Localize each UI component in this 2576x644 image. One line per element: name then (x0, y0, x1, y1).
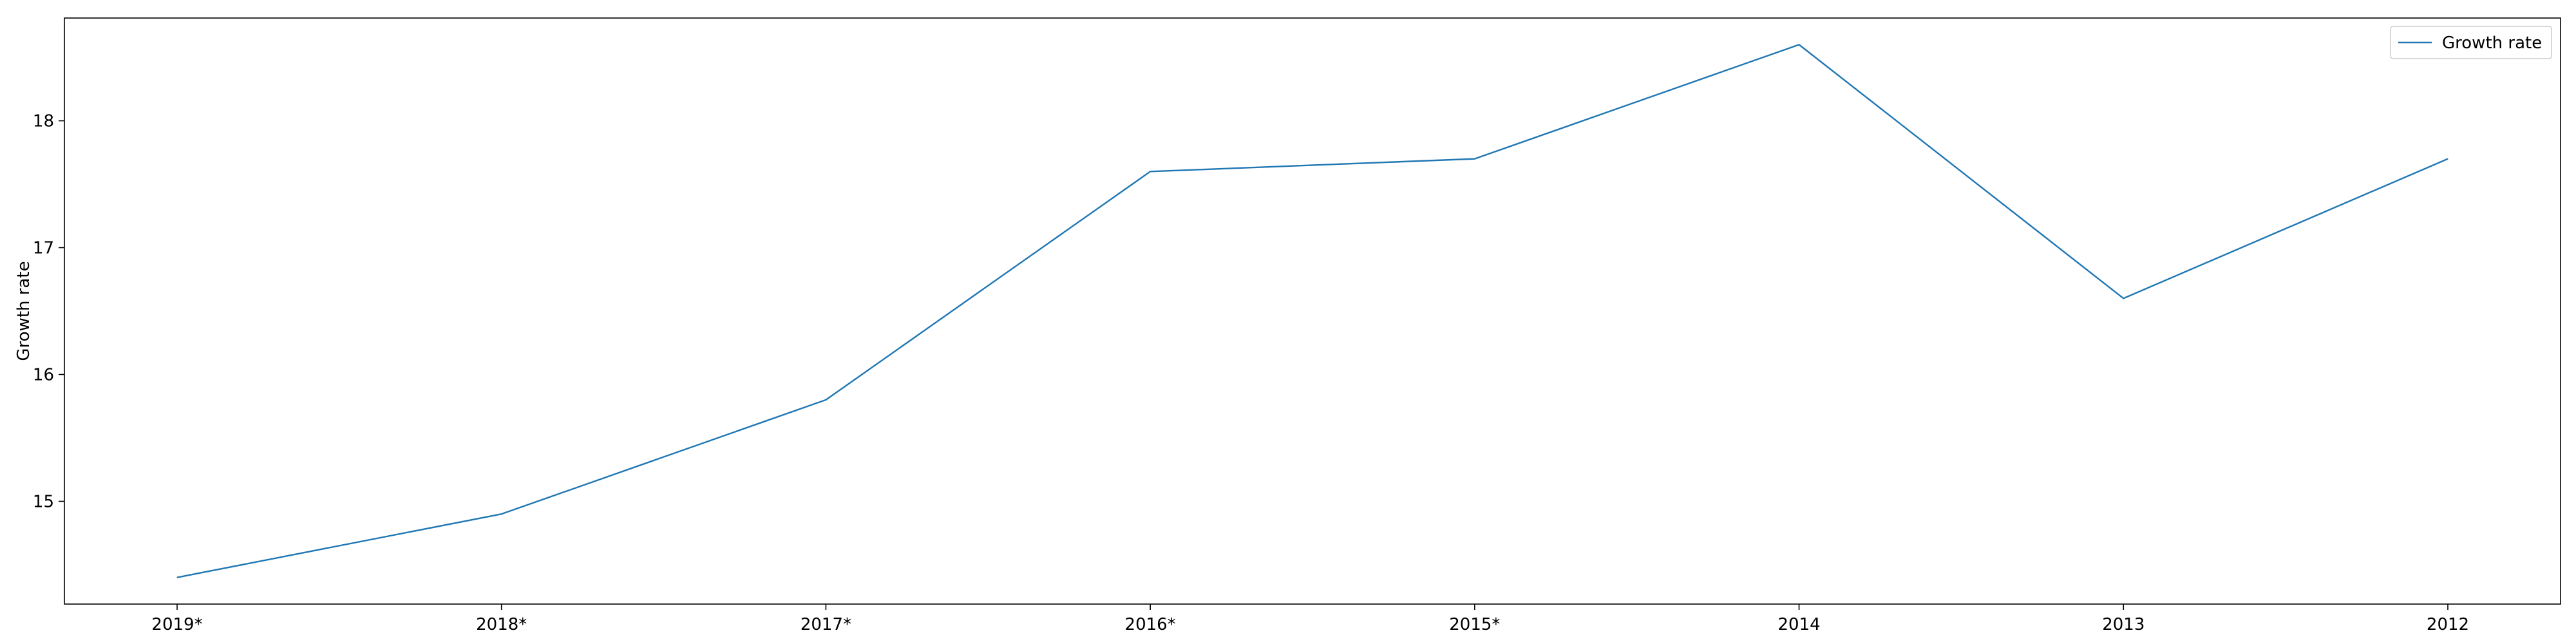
series-line-0 (176, 44, 2448, 578)
data-point (176, 577, 178, 578)
x-tick-label: 2017* (800, 615, 851, 634)
x-tick-label: 2016* (1125, 615, 1176, 634)
data-point (1474, 158, 1475, 160)
y-tick-label: 15 (33, 492, 54, 511)
series-layer (176, 44, 2448, 578)
y-tick-label: 17 (33, 239, 54, 258)
x-tick-label: 2015* (1449, 615, 1500, 634)
x-tick-label: 2018* (476, 615, 527, 634)
axes-frame (64, 17, 2561, 605)
data-point (2123, 298, 2124, 299)
x-tick-label: 2019* (151, 615, 202, 634)
y-axis: 15 16 17 18 (33, 112, 64, 511)
data-point (1150, 171, 1151, 172)
legend-label: Growth rate (2442, 33, 2542, 53)
x-tick-label: 2012 (2427, 615, 2469, 634)
plot-area (64, 17, 2561, 605)
y-axis-label: Growth rate (14, 261, 33, 361)
x-axis: 2019* 2018* 2017* 2016* 2015* 2014 2013 2012 (151, 604, 2469, 634)
legend-box (2390, 26, 2552, 59)
x-tick-label: 2014 (1777, 615, 1820, 634)
legend: Growth rate (2390, 26, 2552, 59)
y-tick-label: 16 (33, 365, 54, 384)
x-tick-label: 2013 (2102, 615, 2145, 634)
data-point (501, 513, 502, 515)
y-tick-label: 18 (33, 112, 54, 131)
